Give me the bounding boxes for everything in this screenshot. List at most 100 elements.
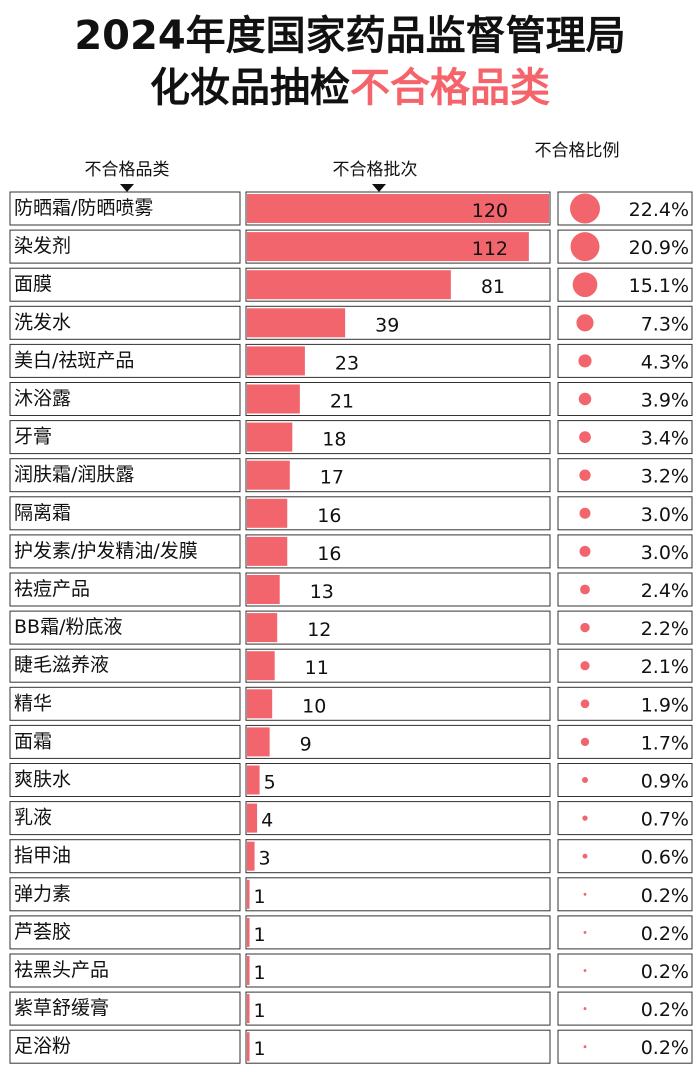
share-dot <box>570 232 600 262</box>
cell-box <box>557 420 693 455</box>
share-label: 0.2% <box>641 923 689 945</box>
cell-box <box>9 305 241 340</box>
cell-box <box>9 763 241 797</box>
share-dot <box>583 892 587 896</box>
cell-box <box>557 686 693 721</box>
cell-box <box>245 801 551 836</box>
arrow <box>372 184 386 192</box>
cell-box <box>245 420 551 455</box>
category-label: 护发素/护发精油/发膜 <box>14 540 198 562</box>
category-label: 精华 <box>14 692 52 714</box>
share-dot <box>576 314 594 332</box>
category-label: 足浴粉 <box>14 1035 71 1057</box>
share-label: 3.2% <box>641 466 689 488</box>
value-label: 16 <box>317 543 341 565</box>
chart-title: 2024年度国家药品监督管理局 <box>74 13 625 59</box>
cell-box <box>9 839 241 874</box>
value-label: 13 <box>310 581 334 603</box>
value-label: 10 <box>302 695 326 717</box>
cell-box <box>9 534 241 569</box>
share-label: 2.1% <box>641 656 689 678</box>
value-label: 16 <box>317 505 341 527</box>
share-label: 3.0% <box>641 504 689 526</box>
cell-box <box>9 724 241 759</box>
value-label: 1 <box>254 924 266 946</box>
value-label: 1 <box>254 962 266 984</box>
cell-box <box>245 382 551 416</box>
bar <box>247 613 278 643</box>
cell-box <box>557 534 693 569</box>
share-dot <box>580 622 590 633</box>
column-header: 不合格品类 <box>85 160 170 180</box>
bar <box>247 384 300 414</box>
category-label: 沐浴露 <box>14 388 71 410</box>
cell-box <box>9 648 241 683</box>
arrow <box>120 184 134 192</box>
bar <box>247 575 280 604</box>
share-dot <box>579 469 591 481</box>
cell-box <box>245 953 551 988</box>
cell-box <box>9 229 241 264</box>
value-label: 39 <box>375 314 399 336</box>
category-label: 面霜 <box>14 730 52 752</box>
cell-box <box>245 877 551 912</box>
cell-box <box>557 191 693 226</box>
category-label: 防晒霜/防晒喷雾 <box>14 197 153 219</box>
share-label: 2.4% <box>641 580 689 602</box>
cell-box <box>245 343 551 378</box>
share-label: 22.4% <box>629 199 689 221</box>
share-dot <box>569 193 601 224</box>
bar <box>247 841 255 871</box>
cell-box <box>9 686 241 721</box>
bar <box>247 651 275 681</box>
cell-box <box>9 1029 241 1064</box>
column-header: 不合格比例 <box>535 141 620 161</box>
cell-box <box>245 915 551 950</box>
category-label: 指甲油 <box>14 845 71 867</box>
share-label: 0.2% <box>641 961 689 983</box>
cell-box <box>557 610 693 645</box>
value-label: 1 <box>254 886 266 908</box>
share-label: 7.3% <box>641 313 689 335</box>
category-label: 润肤霜/润肤露 <box>14 464 134 486</box>
cell-box <box>9 915 241 950</box>
share-label: 4.3% <box>641 351 689 373</box>
category-label: 紫草舒缓膏 <box>14 996 109 1019</box>
share-dot <box>583 930 587 934</box>
column-header: 不合格批次 <box>333 160 418 180</box>
cell-box <box>9 496 241 531</box>
cell-box <box>245 648 551 683</box>
bar <box>247 727 270 757</box>
value-label: 5 <box>264 772 276 794</box>
bar <box>247 956 250 985</box>
category-label: 睫毛滋养液 <box>14 654 109 676</box>
bar <box>247 270 451 300</box>
share-dot <box>579 545 591 557</box>
bar <box>247 765 260 795</box>
share-dot <box>579 507 591 519</box>
cell-box <box>557 915 693 950</box>
cell-box <box>245 839 551 874</box>
share-label: 3.4% <box>641 428 689 450</box>
cell-box <box>245 458 551 493</box>
value-label: 21 <box>330 391 354 413</box>
cell-box <box>9 420 241 455</box>
cell-box <box>557 305 693 340</box>
category-label: 爽肤水 <box>14 769 71 791</box>
category-label: 隔离霜 <box>14 502 71 524</box>
cell-box <box>557 801 693 836</box>
share-dot <box>583 1045 587 1049</box>
share-dot <box>580 737 590 747</box>
bar <box>247 460 290 490</box>
chart-title: 化妆品抽检不合格品类 <box>150 65 550 111</box>
share-label: 3.0% <box>641 542 689 564</box>
share-label: 3.9% <box>641 390 689 412</box>
share-label: 0.7% <box>641 809 689 831</box>
cell-box <box>557 267 693 302</box>
value-label: 1 <box>254 1000 266 1022</box>
value-label: 3 <box>259 848 271 870</box>
share-label: 1.7% <box>641 732 689 754</box>
cell-box <box>9 877 241 912</box>
cell-box <box>557 382 693 416</box>
category-label: 芦荟胶 <box>14 921 71 943</box>
